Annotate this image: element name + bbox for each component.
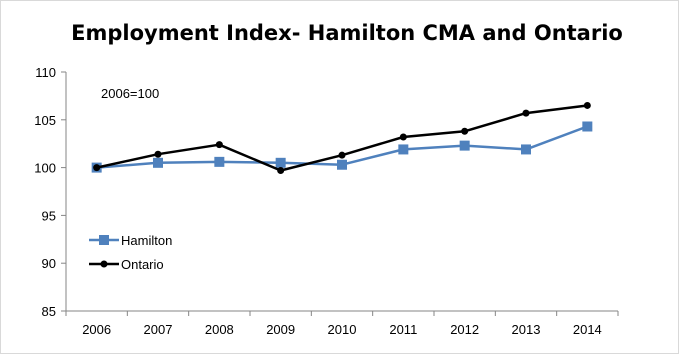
x-tick-label: 2010 <box>328 322 357 337</box>
series-ontario <box>93 101 591 174</box>
data-point-ontario <box>522 109 530 117</box>
data-point-hamilton <box>275 157 286 168</box>
y-tick-label: 95 <box>42 208 56 223</box>
x-tick-label: 2009 <box>266 322 295 337</box>
series-layer <box>91 101 593 174</box>
x-axis-ticks: 2006 2007 2008 2009 2010 2011 2012 2013 2014 <box>65 311 619 337</box>
data-point-hamilton <box>337 159 347 170</box>
data-point-hamilton <box>459 140 470 151</box>
data-point-ontario <box>154 150 162 158</box>
legend: Hamilton Ontario <box>89 233 172 272</box>
data-point-ontario <box>399 133 407 141</box>
legend-label: Ontario <box>121 257 164 272</box>
axes <box>65 72 618 312</box>
y-axis-ticks: 85 90 95 100 105 110 <box>34 65 66 319</box>
y-tick-label: 105 <box>34 113 56 128</box>
data-point-hamilton <box>521 144 531 155</box>
chart-annotation: 2006=100 <box>101 86 159 101</box>
x-tick-label: 2008 <box>205 322 234 337</box>
legend-marker <box>100 260 108 268</box>
legend-item-hamilton: Hamilton <box>89 233 172 248</box>
x-tick-label: 2007 <box>144 322 173 337</box>
legend-label: Hamilton <box>121 233 172 248</box>
x-tick-label: 2006 <box>82 322 111 337</box>
x-tick-label: 2013 <box>512 322 541 337</box>
series-hamilton <box>91 121 593 173</box>
legend-marker <box>99 235 109 245</box>
data-point-ontario <box>338 151 346 159</box>
data-point-ontario <box>461 127 469 135</box>
data-point-hamilton <box>582 121 593 132</box>
data-point-ontario <box>215 141 223 149</box>
data-point-ontario <box>93 164 101 172</box>
y-tick-label: 100 <box>34 161 56 176</box>
x-tick-label: 2012 <box>450 322 479 337</box>
data-point-hamilton <box>153 157 163 168</box>
data-point-ontario <box>583 101 591 109</box>
legend-item-ontario: Ontario <box>89 257 164 272</box>
x-tick-label: 2011 <box>389 322 417 337</box>
y-tick-label: 110 <box>35 65 56 80</box>
x-tick-label: 2014 <box>573 322 602 337</box>
y-tick-label: 85 <box>42 304 56 319</box>
chart-title: Employment Index- Hamilton CMA and Ontar… <box>71 21 623 45</box>
data-point-ontario <box>277 166 285 174</box>
data-point-hamilton <box>398 144 409 155</box>
y-tick-label: 90 <box>42 256 56 271</box>
data-point-hamilton <box>214 156 225 167</box>
